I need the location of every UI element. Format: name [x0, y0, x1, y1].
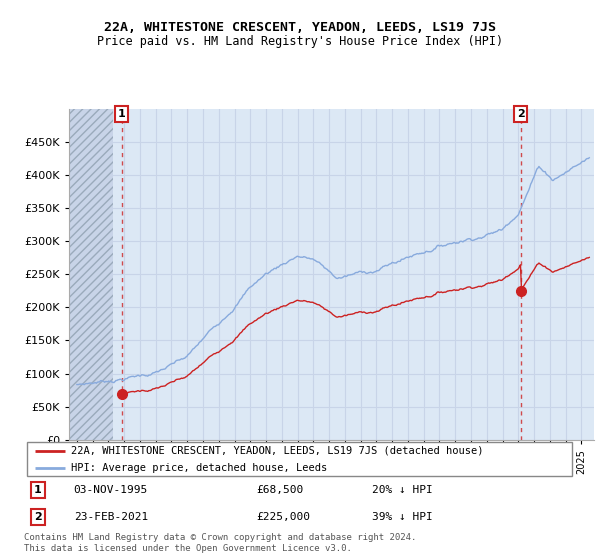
Text: 22A, WHITESTONE CRESCENT, YEADON, LEEDS, LS19 7JS: 22A, WHITESTONE CRESCENT, YEADON, LEEDS,…	[104, 21, 496, 34]
Text: Price paid vs. HM Land Registry's House Price Index (HPI): Price paid vs. HM Land Registry's House …	[97, 35, 503, 48]
Text: 2: 2	[34, 512, 41, 522]
Text: 1: 1	[34, 485, 41, 494]
Text: 03-NOV-1995: 03-NOV-1995	[74, 485, 148, 494]
Text: 1: 1	[118, 109, 125, 119]
Text: 2: 2	[517, 109, 524, 119]
Text: 20% ↓ HPI: 20% ↓ HPI	[372, 485, 433, 494]
Text: £225,000: £225,000	[256, 512, 310, 522]
Text: 22A, WHITESTONE CRESCENT, YEADON, LEEDS, LS19 7JS (detached house): 22A, WHITESTONE CRESCENT, YEADON, LEEDS,…	[71, 446, 484, 455]
Bar	[69, 109, 113, 440]
Text: HPI: Average price, detached house, Leeds: HPI: Average price, detached house, Leed…	[71, 463, 327, 473]
Text: 23-FEB-2021: 23-FEB-2021	[74, 512, 148, 522]
Text: 39% ↓ HPI: 39% ↓ HPI	[372, 512, 433, 522]
Text: £68,500: £68,500	[256, 485, 303, 494]
Text: Contains HM Land Registry data © Crown copyright and database right 2024.
This d: Contains HM Land Registry data © Crown c…	[24, 533, 416, 553]
FancyBboxPatch shape	[27, 442, 572, 475]
